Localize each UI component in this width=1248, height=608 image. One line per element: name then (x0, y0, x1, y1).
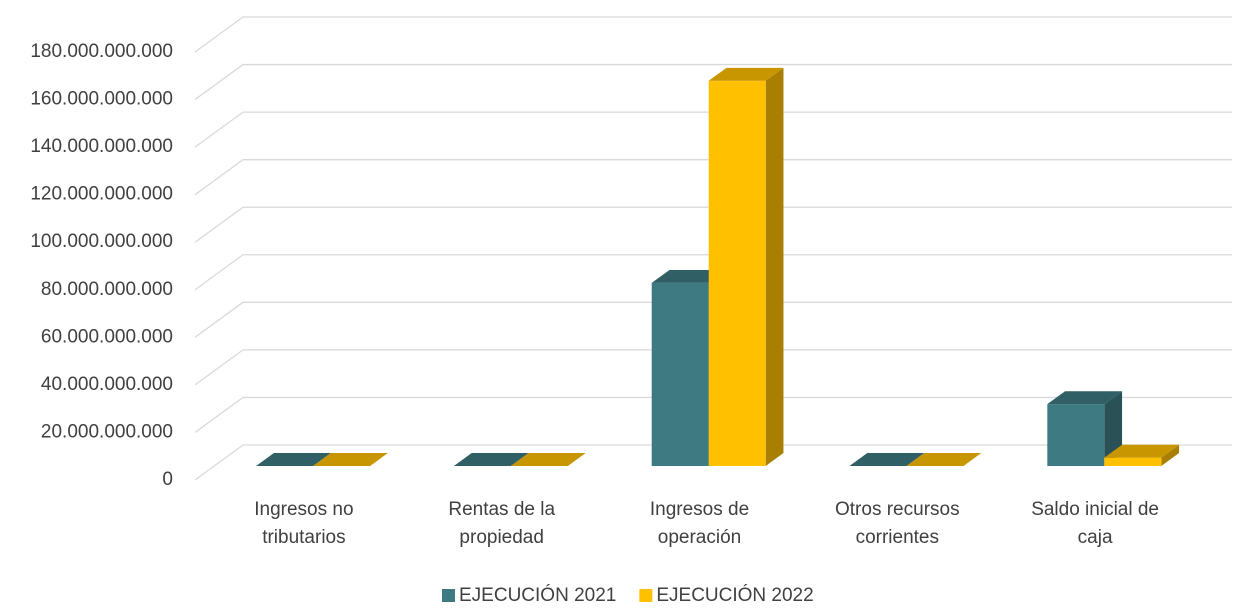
y-tick-label: 140.000.000.000 (30, 136, 173, 157)
bar-top (708, 67, 784, 81)
x-tick-line: Ingresos no (254, 499, 353, 520)
grid-line (194, 444, 1232, 481)
y-tick-label: 100.000.000.000 (30, 231, 173, 252)
x-tick-line: propiedad (459, 527, 544, 548)
x-tick-line: Rentas de la (448, 499, 555, 520)
x-tick-line: corrientes (856, 527, 939, 548)
bar-top (1104, 444, 1180, 458)
x-tick-line: Ingresos de (650, 499, 749, 520)
x-tick-line: Otros recursos (835, 499, 960, 520)
bar-top (651, 269, 727, 283)
y-tick-label: 80.000.000.000 (41, 279, 173, 300)
grid-line (194, 349, 1232, 386)
bar-top (1047, 391, 1123, 405)
bar-side (1161, 444, 1180, 466)
grid-line (194, 396, 1232, 433)
y-tick-label: 120.000.000.000 (30, 184, 173, 205)
bar (708, 67, 784, 467)
bar (313, 453, 388, 466)
bar-side (765, 67, 784, 466)
y-tick-label: 40.000.000.000 (41, 374, 173, 395)
y-tick-label: 160.000.000.000 (30, 89, 173, 110)
bar (453, 453, 529, 466)
x-tick-line: caja (1078, 527, 1113, 548)
bar-top (906, 453, 982, 466)
y-tick-label: 20.000.000.000 (41, 421, 173, 442)
x-tick-label: Ingresos de operación (650, 499, 749, 548)
bar-top (510, 453, 586, 466)
legend-swatch (639, 589, 653, 602)
grid-line (194, 206, 1232, 243)
x-tick-line: operación (658, 527, 741, 548)
bar (1104, 444, 1180, 466)
bar-top (453, 453, 529, 466)
grid-line (194, 63, 1232, 101)
bar-front (708, 80, 766, 467)
x-tick-label: Rentas de la propiedad (448, 499, 555, 548)
y-tick-label: 0 (162, 469, 173, 490)
grid-line (194, 159, 1232, 196)
bar (849, 453, 925, 466)
legend-label: EJECUCIÓN 2022 (656, 584, 813, 606)
bar-top (849, 453, 925, 466)
grid-line (194, 16, 1232, 53)
bar-front (1104, 457, 1162, 466)
grid-line (194, 254, 1232, 291)
bar-front (651, 282, 709, 466)
legend-swatch (442, 589, 455, 602)
bar (256, 453, 331, 466)
bar (510, 453, 586, 466)
x-tick-label: Ingresos no tributarios (254, 499, 353, 548)
x-tick-label: Saldo inicial de caja (1031, 499, 1159, 548)
bar-top (313, 453, 388, 466)
legend-label: EJECUCIÓN 2021 (459, 584, 616, 606)
x-tick-line: tributarios (262, 527, 345, 548)
bar-top (256, 453, 331, 466)
y-tick-label: 180.000.000.000 (30, 41, 173, 62)
grid-line (194, 301, 1232, 338)
y-tick-label: 60.000.000.000 (41, 326, 173, 347)
bar-side (1104, 391, 1123, 466)
x-tick-line: Saldo inicial de (1031, 499, 1159, 520)
bar (1047, 391, 1123, 466)
bar-front (1047, 404, 1105, 466)
bar (906, 453, 982, 466)
x-tick-label: Otros recursos corrientes (835, 499, 960, 548)
grid-line (194, 111, 1232, 148)
